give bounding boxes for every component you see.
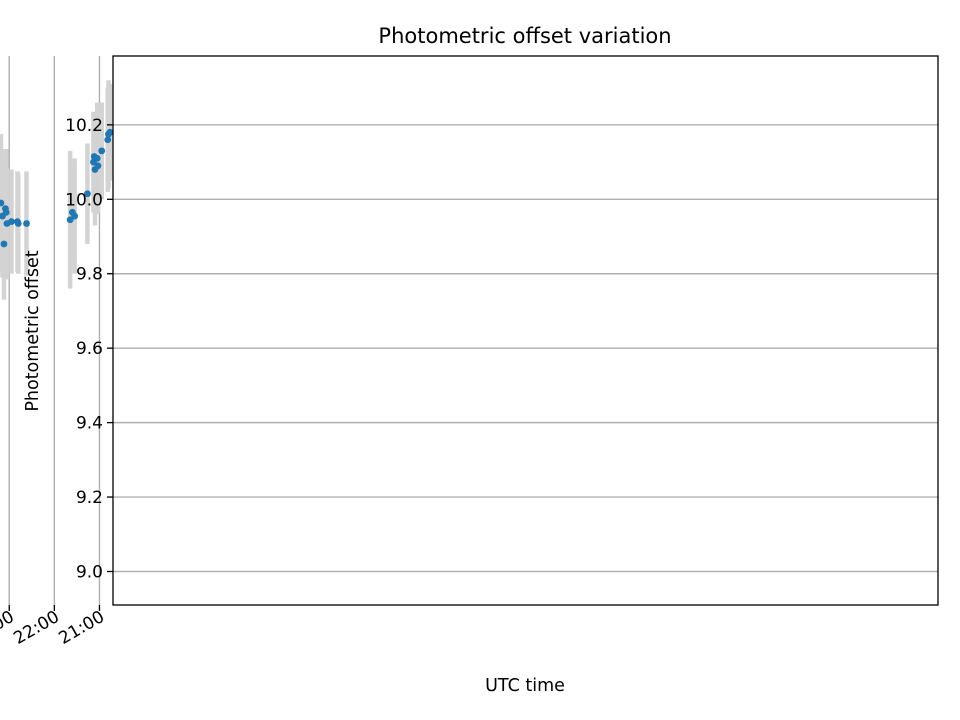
y-tick-label: 9.8 (76, 265, 103, 285)
y-tick-label: 9.4 (76, 414, 103, 434)
data-point (90, 158, 97, 166)
y-axis-label: Photometric offset (23, 250, 43, 411)
data-point (84, 190, 91, 198)
data-point (66, 216, 74, 224)
y-tick-label: 10.2 (65, 116, 103, 136)
data-point (0, 240, 8, 248)
data-point (68, 208, 76, 216)
chart-title: Photometric offset variation (378, 24, 671, 48)
data-point (0, 212, 6, 220)
plot-frame (112, 55, 939, 606)
data-point (23, 220, 30, 227)
data-point (104, 136, 112, 144)
data-point (2, 205, 9, 213)
data-point (105, 130, 112, 138)
plot-area (113, 56, 938, 605)
data-points (0, 128, 114, 248)
data-point (3, 220, 11, 227)
y-tick-label: 9.0 (76, 563, 103, 583)
y-axis: 9.0 9.2 9.4 9.6 9.8 10.0 10.2 (65, 116, 113, 583)
y-tick-label: 9.6 (76, 339, 103, 359)
data-point (98, 147, 106, 155)
data-point (14, 218, 21, 226)
y-tick-label: 10.0 (65, 190, 103, 210)
y-tick-label: 9.2 (76, 488, 103, 508)
data-point (0, 199, 5, 207)
grid (8, 56, 938, 605)
data-point (91, 166, 99, 173)
x-axis-label: UTC time (485, 676, 565, 696)
data-point (90, 153, 98, 160)
